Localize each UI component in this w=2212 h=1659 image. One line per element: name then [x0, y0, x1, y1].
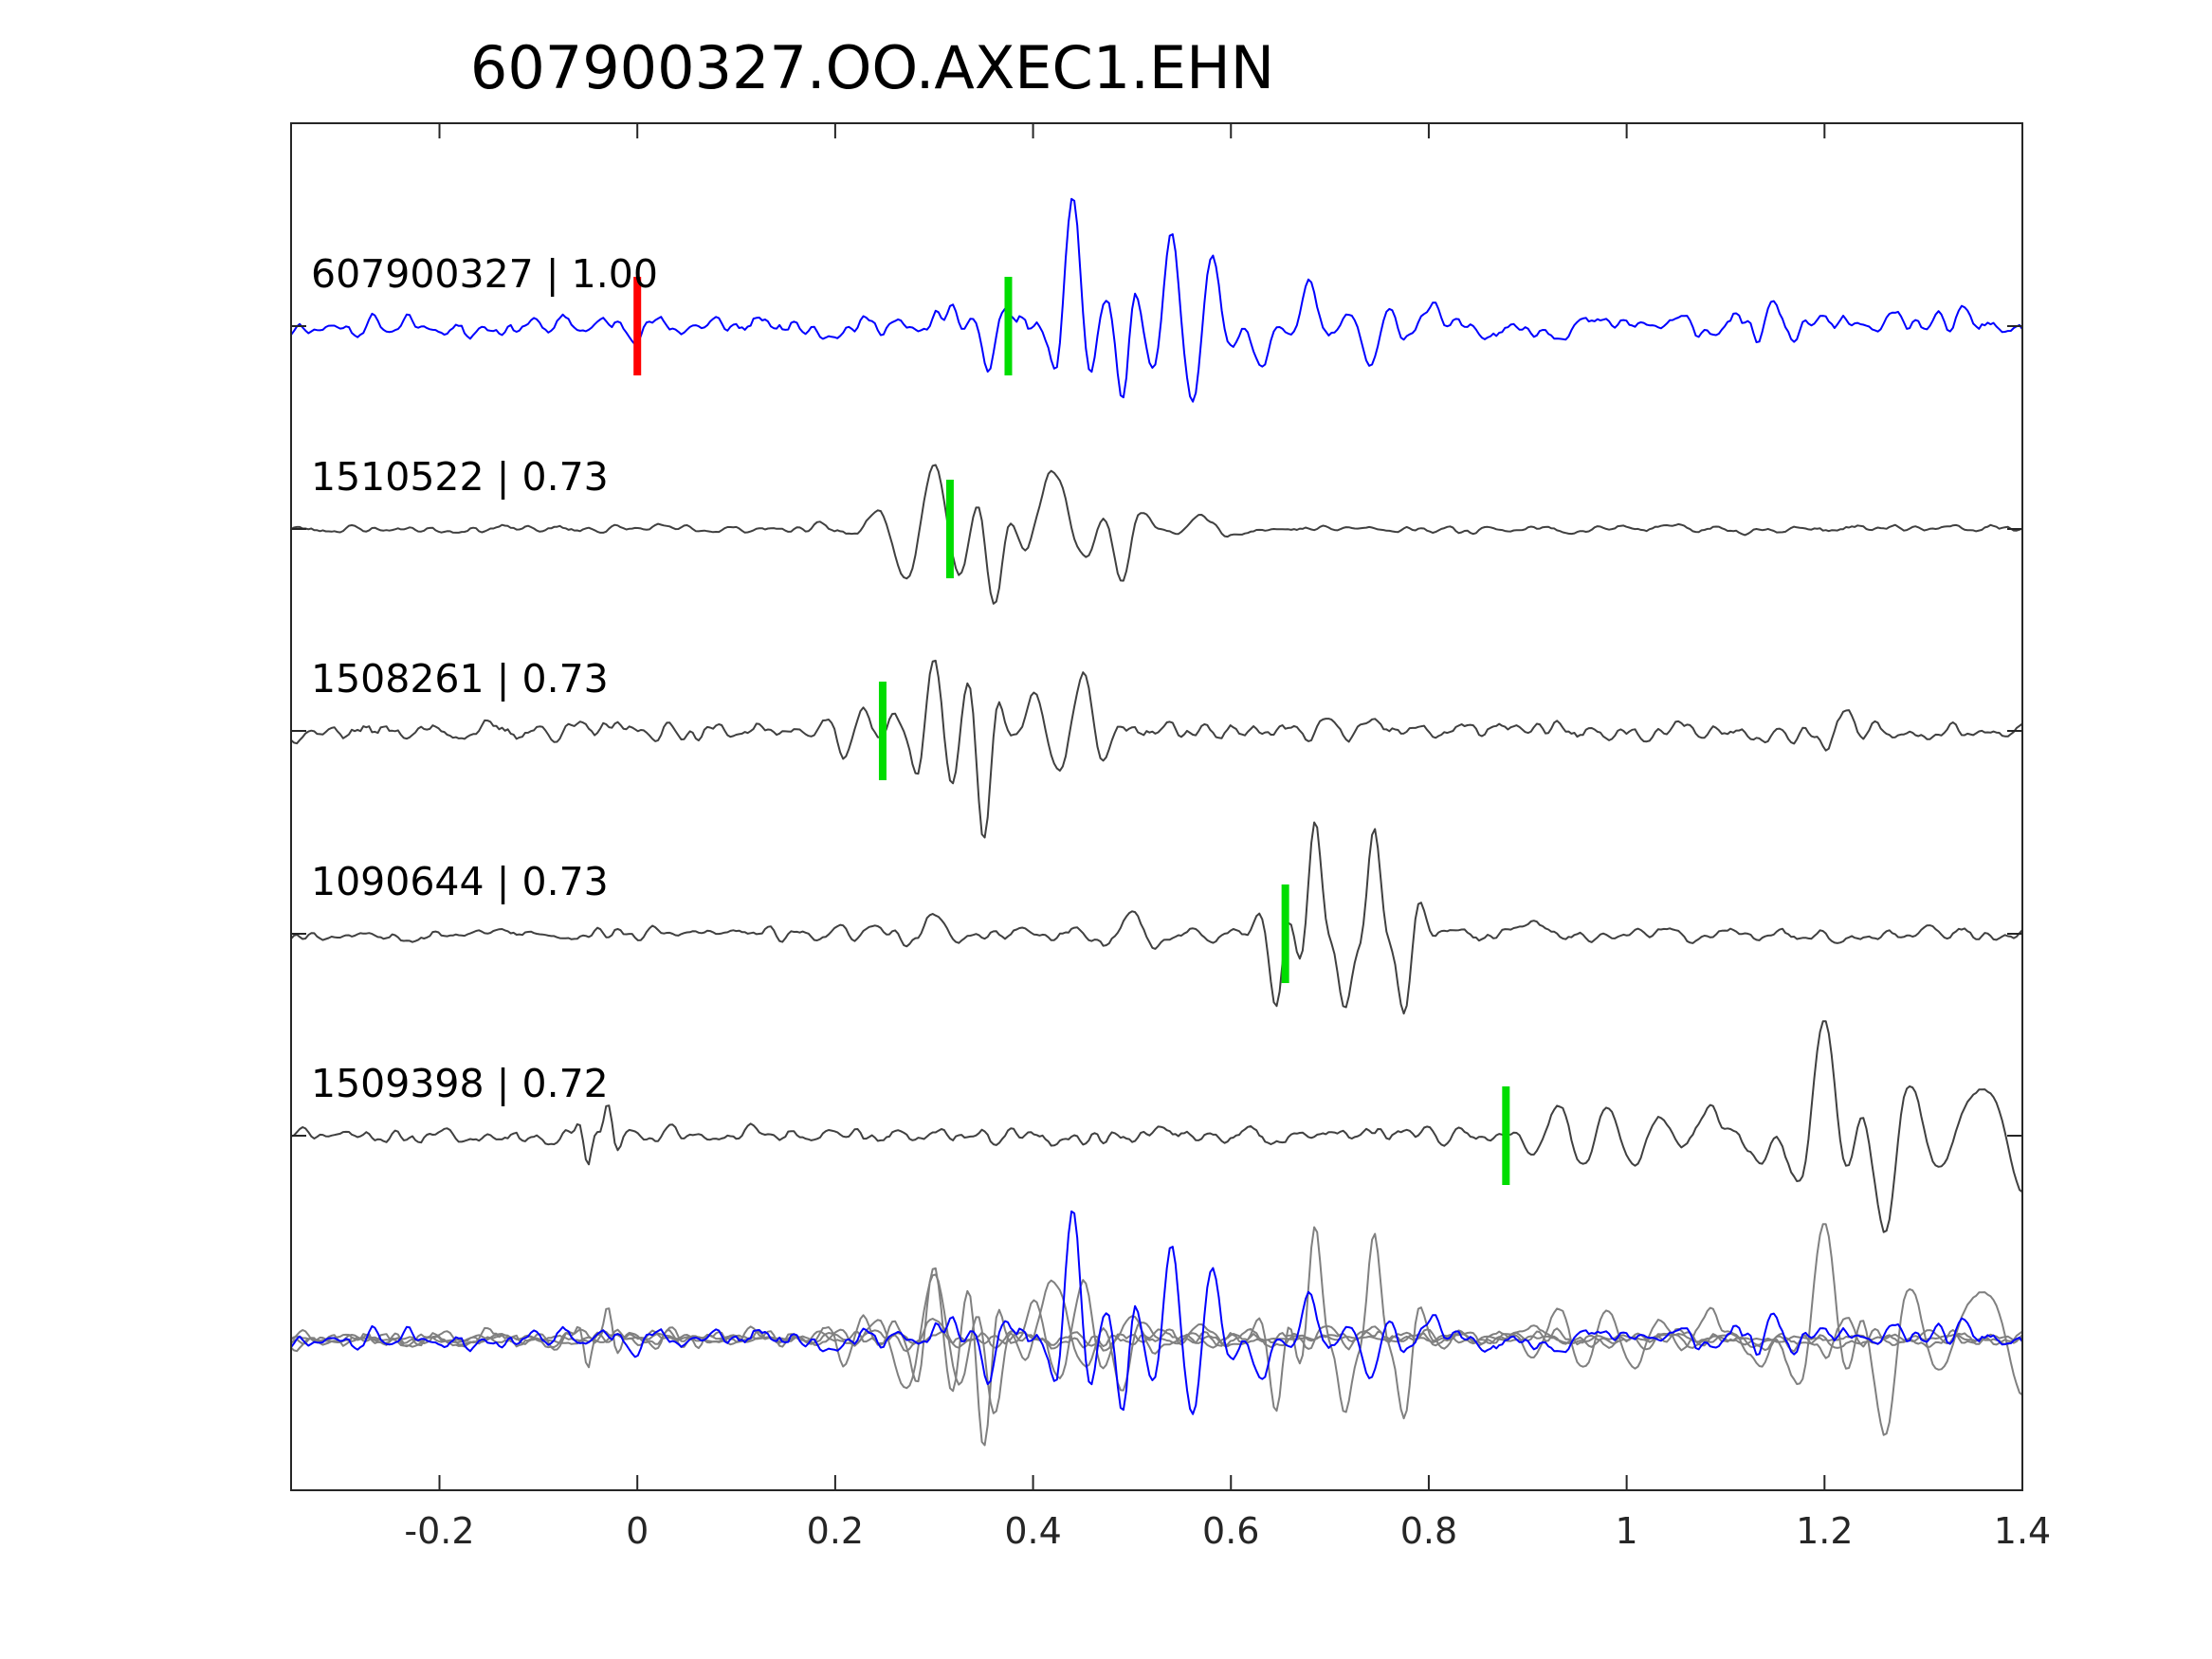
- trace-label-1508261: 1508261 | 0.73: [311, 656, 609, 702]
- x-tick-label: 1.2: [1796, 1510, 1853, 1552]
- trace-labels: 607900327 | 1.00 1510522 | 0.73 1508261 | …: [311, 251, 658, 1106]
- trace-label-1510522: 1510522 | 0.73: [311, 454, 609, 500]
- x-tick-label: 0.4: [1004, 1510, 1061, 1552]
- x-tick-label: 0.6: [1202, 1510, 1259, 1552]
- overlay-traces: [290, 1210, 2023, 1447]
- x-tick-label: 0.8: [1400, 1510, 1457, 1552]
- plot-axes-box: [290, 122, 2023, 1491]
- trace-607900327: [290, 197, 2023, 403]
- pick-markers: [633, 277, 1510, 1185]
- x-tick-label: 0: [626, 1510, 649, 1552]
- trace-1508261: [290, 659, 2023, 839]
- trace-1090644: [290, 821, 2023, 1015]
- trace-label-1090644: 1090644 | 0.73: [311, 859, 609, 904]
- x-tick-label: -0.2: [404, 1510, 474, 1552]
- x-tick-label: 0.2: [807, 1510, 864, 1552]
- stacked-traces: [290, 197, 2023, 1233]
- trace-label-607900327: 607900327 | 1.00: [311, 251, 658, 297]
- overlay-trace-master: [290, 1210, 2023, 1415]
- x-tick-label: 1: [1616, 1510, 1638, 1552]
- trace-label-1509398: 1509398 | 0.72: [311, 1061, 609, 1106]
- overlay-trace-1090644: [290, 1226, 2023, 1420]
- x-axis-ticks: -0.2 0 0.2 0.4 0.6 0.8 1 1.2 1.4: [291, 123, 2051, 1552]
- chart-title: 607900327.OO.AXEC1.EHN: [470, 33, 1274, 102]
- overlay-trace-1509398: [290, 1223, 2023, 1436]
- trace-1510522: [290, 464, 2023, 605]
- x-tick-label: 1.4: [1994, 1510, 2051, 1552]
- trace-1509398: [290, 1020, 2023, 1233]
